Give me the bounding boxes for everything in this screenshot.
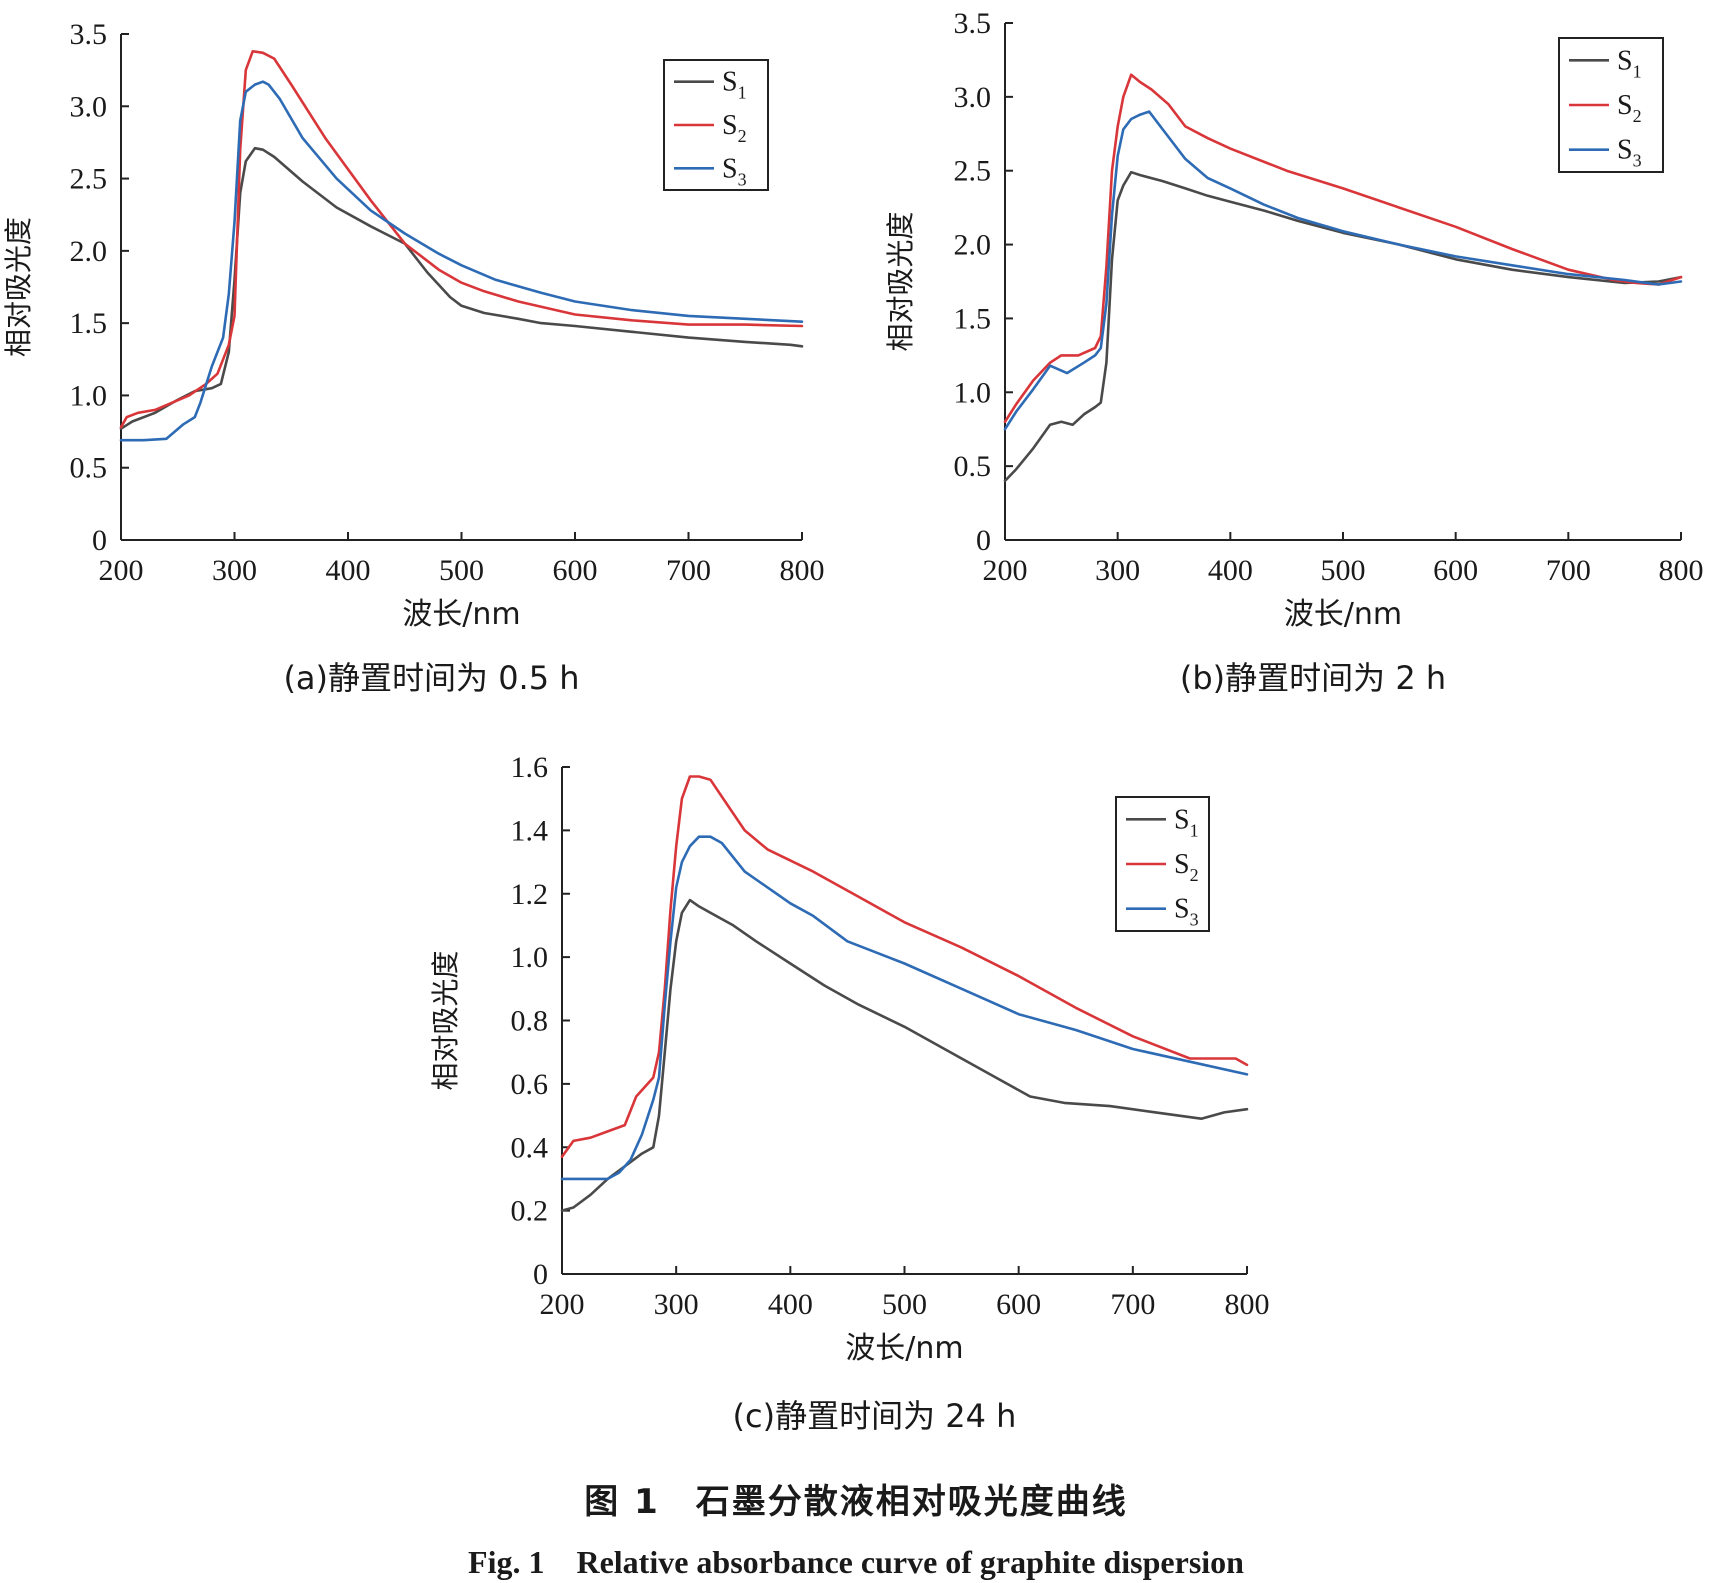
x-tick-label: 500 <box>882 1288 927 1321</box>
x-tick-label: 500 <box>1321 554 1366 587</box>
y-axis-label: 相对吸光度 <box>429 950 462 1090</box>
x-tick-label: 700 <box>666 554 711 587</box>
y-tick-label: 2.5 <box>70 163 108 196</box>
y-tick-label: 0.2 <box>511 1195 549 1228</box>
panel-caption-a: (a)静置时间为 0.5 h <box>283 659 579 697</box>
y-tick-label: 3.5 <box>954 7 992 40</box>
x-tick-label: 200 <box>983 554 1028 587</box>
legend: S1 S2 S3 <box>663 59 769 191</box>
y-tick-label: 0.6 <box>511 1068 549 1101</box>
y-tick-label: 1.2 <box>511 878 549 911</box>
x-tick-label: 300 <box>654 1288 699 1321</box>
x-axis-label: 波长/nm <box>845 1331 963 1366</box>
y-tick-label: 1.0 <box>954 376 992 409</box>
x-tick-label: 600 <box>553 554 598 587</box>
y-tick-label: 1.6 <box>511 751 549 784</box>
x-tick-label: 300 <box>1095 554 1140 587</box>
y-tick-label: 1.5 <box>954 302 992 335</box>
x-axis-label: 波长/nm <box>402 597 520 632</box>
series-line-s2 <box>1003 73 1683 424</box>
legend-label-s1: S1 <box>1617 45 1642 81</box>
series-line-s1 <box>560 898 1249 1212</box>
x-tick-label: 400 <box>326 554 371 587</box>
figure-caption-cn: 图 1 石墨分散液相对吸光度曲线 <box>584 1482 1128 1522</box>
y-tick-label: 3.0 <box>70 90 108 123</box>
y-tick-label: 0.4 <box>511 1131 549 1164</box>
y-tick-label: 1.4 <box>511 814 549 847</box>
x-tick-label: 200 <box>99 554 144 587</box>
chart-b: 200 300 400 500 600 700 800 0 0.5 1.0 1.5 2.0 2.5 3.0… <box>884 7 1704 697</box>
series-line-s3 <box>560 835 1249 1181</box>
x-tick-label: 800 <box>1659 554 1704 587</box>
y-tick-label: 0 <box>92 524 107 557</box>
y-axis-label: 相对吸光度 <box>884 211 917 351</box>
series-line-s1 <box>119 146 804 431</box>
series-line-s3 <box>1003 110 1683 431</box>
y-tick-label: 3.0 <box>954 81 992 114</box>
legend-label-s1: S1 <box>1174 804 1199 840</box>
x-tick-label: 700 <box>1110 1288 1155 1321</box>
y-tick-label: 2.5 <box>954 155 992 188</box>
figure-caption-en: Fig. 1 Relative absorbance curve of grap… <box>468 1544 1244 1580</box>
x-tick-label: 800 <box>1225 1288 1270 1321</box>
y-tick-label: 2.0 <box>954 229 992 262</box>
x-tick-label: 200 <box>540 1288 585 1321</box>
x-tick-label: 400 <box>1208 554 1253 587</box>
legend: S1 S2 S3 <box>1115 796 1210 932</box>
legend-label-s2: S2 <box>1617 90 1642 126</box>
legend-label-s1: S1 <box>722 67 747 103</box>
chart-a: 200 300 400 500 600 700 800 0 0.5 1.0 1.5 2.0 2.5 3.0… <box>2 18 825 697</box>
x-tick-label: 300 <box>212 554 257 587</box>
y-tick-label: 1.5 <box>70 307 108 340</box>
y-axis-label: 相对吸光度 <box>2 217 35 357</box>
series-line-s1 <box>1003 170 1683 483</box>
x-tick-label: 600 <box>1433 554 1478 587</box>
legend-label-s3: S3 <box>1617 135 1642 171</box>
figure-charts: 200 300 400 500 600 700 800 0 0.5 1.0 1.5 2.0 2.5 3.0… <box>2 7 1704 1435</box>
y-tick-label: 1.0 <box>70 379 108 412</box>
y-tick-label: 0.5 <box>70 452 108 485</box>
x-tick-label: 500 <box>439 554 484 587</box>
y-tick-label: 3.5 <box>70 18 108 51</box>
y-tick-label: 2.0 <box>70 235 108 268</box>
x-tick-label: 400 <box>768 1288 813 1321</box>
x-tick-label: 800 <box>780 554 825 587</box>
y-tick-label: 1.0 <box>511 941 549 974</box>
legend-label-s2: S2 <box>722 110 747 146</box>
y-tick-label: 0.5 <box>954 450 992 483</box>
panel-caption-c: (c)静置时间为 24 h <box>733 1397 1017 1435</box>
y-tick-label: 0 <box>533 1258 548 1291</box>
legend-label-s3: S3 <box>722 153 747 189</box>
chart-c: 200 300 400 500 600 700 800 0 0.2 0.4 0.6 0.8 1.0 1.2… <box>429 751 1270 1435</box>
series-line-s2 <box>119 49 804 429</box>
x-axis-label: 波长/nm <box>1284 597 1402 632</box>
x-tick-label: 600 <box>996 1288 1041 1321</box>
y-tick-label: 0.8 <box>511 1005 549 1038</box>
legend: S1 S2 S3 <box>1558 37 1664 173</box>
legend-label-s3: S3 <box>1174 894 1199 930</box>
x-tick-label: 700 <box>1546 554 1591 587</box>
series-line-s2 <box>560 775 1249 1159</box>
y-tick-label: 0 <box>976 524 991 557</box>
panel-caption-b: (b)静置时间为 2 h <box>1180 659 1446 697</box>
legend-label-s2: S2 <box>1174 849 1199 885</box>
series-line-s3 <box>119 80 804 442</box>
